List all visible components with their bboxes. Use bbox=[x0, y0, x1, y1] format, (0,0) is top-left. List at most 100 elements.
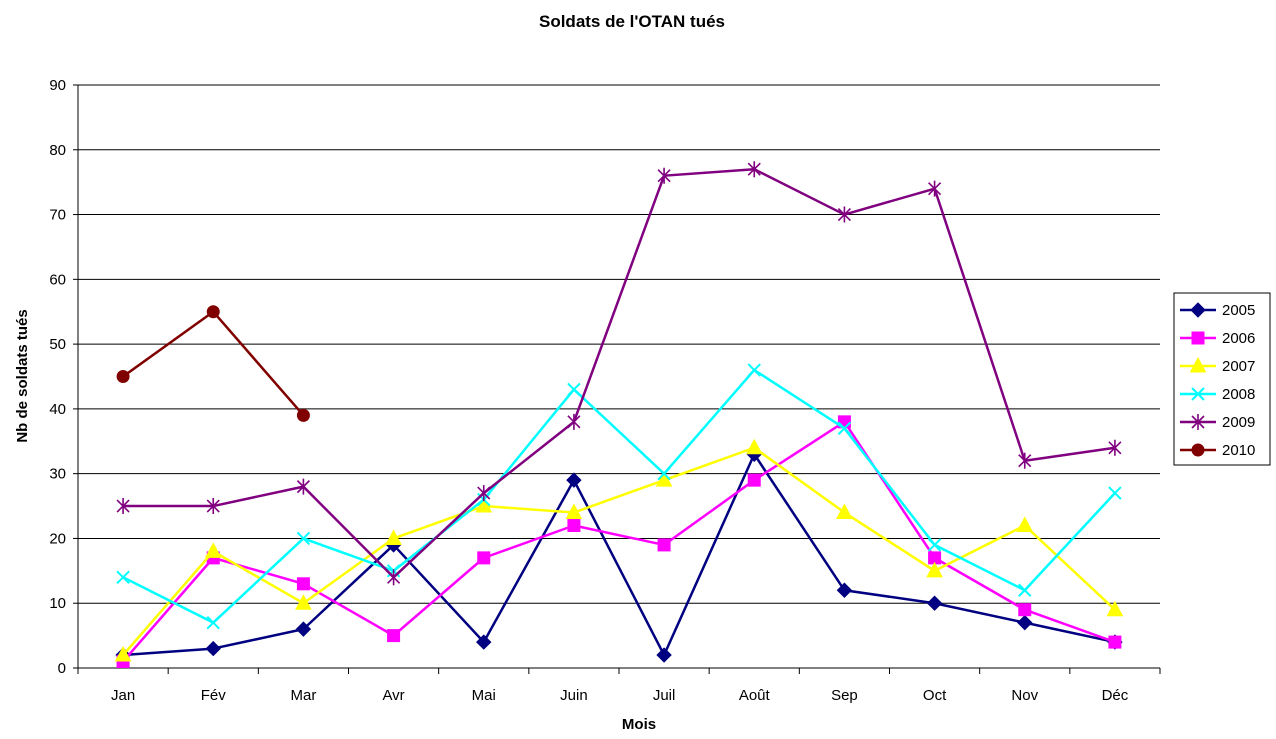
x-tick-label: Oct bbox=[923, 687, 947, 704]
data-point bbox=[116, 570, 130, 585]
data-point bbox=[567, 518, 581, 532]
x-tick-label: Juin bbox=[560, 687, 588, 704]
data-point bbox=[1108, 439, 1122, 456]
data-point bbox=[836, 582, 853, 598]
series-line bbox=[123, 167, 1116, 579]
data-point bbox=[926, 595, 943, 611]
data-point bbox=[1191, 414, 1205, 430]
x-tick-label: Juil bbox=[653, 687, 676, 704]
series-line bbox=[122, 420, 1116, 663]
data-point bbox=[836, 503, 853, 520]
data-point bbox=[1108, 635, 1122, 649]
data-point bbox=[747, 473, 761, 487]
data-point bbox=[1191, 387, 1205, 401]
data-point bbox=[747, 363, 761, 377]
y-tick-label: 60 bbox=[49, 271, 66, 288]
legend-item: 2008 bbox=[1180, 386, 1255, 403]
series-group bbox=[114, 161, 1124, 669]
legend-label: 2007 bbox=[1222, 358, 1255, 375]
series-2005 bbox=[115, 446, 1123, 663]
x-ticks: Jan Fév Mar Avr Mai Juin Juil Août Sep Oct Nov Déc bbox=[77, 668, 1161, 704]
data-point bbox=[295, 621, 312, 637]
legend-label: 2008 bbox=[1222, 386, 1255, 403]
data-point bbox=[656, 647, 672, 663]
legend-label: 2005 bbox=[1222, 302, 1255, 319]
series-2007 bbox=[114, 438, 1124, 662]
data-point bbox=[476, 634, 492, 650]
data-point bbox=[657, 538, 671, 552]
data-point bbox=[1108, 486, 1122, 500]
legend-label: 2010 bbox=[1222, 442, 1255, 459]
data-point bbox=[745, 438, 763, 455]
data-point bbox=[1191, 443, 1205, 457]
data-point bbox=[114, 645, 132, 662]
data-point bbox=[1189, 356, 1207, 373]
data-point bbox=[206, 498, 220, 515]
data-point bbox=[296, 531, 311, 546]
data-point bbox=[655, 471, 673, 487]
data-point bbox=[385, 529, 402, 545]
chart-title: Soldats de l'OTAN tués bbox=[539, 12, 725, 31]
data-point bbox=[1018, 452, 1032, 469]
y-axis-title: Nb de soldats tués bbox=[14, 309, 31, 442]
legend-item: 2010 bbox=[1180, 442, 1255, 459]
data-point bbox=[296, 478, 310, 495]
data-point bbox=[1190, 302, 1206, 318]
y-tick-label: 20 bbox=[49, 530, 66, 547]
series-line bbox=[122, 310, 305, 417]
y-tick-label: 80 bbox=[49, 142, 66, 159]
x-axis-title: Mois bbox=[622, 716, 656, 733]
data-point bbox=[1017, 614, 1033, 631]
legend-box bbox=[1173, 292, 1271, 466]
x-tick-label: Sep bbox=[831, 687, 858, 704]
data-point bbox=[747, 161, 761, 178]
series-2010 bbox=[116, 305, 310, 422]
data-point bbox=[1016, 516, 1034, 532]
data-point bbox=[837, 421, 852, 436]
y-tick-label: 30 bbox=[49, 466, 66, 483]
data-point bbox=[204, 542, 222, 558]
data-point bbox=[837, 206, 851, 223]
data-point bbox=[567, 382, 581, 397]
y-tick-label: 50 bbox=[49, 336, 66, 353]
x-tick-label: Avr bbox=[382, 687, 404, 704]
x-tick-label: Jan bbox=[111, 687, 135, 704]
data-point bbox=[296, 408, 310, 422]
data-point bbox=[565, 503, 583, 520]
data-point bbox=[296, 577, 310, 591]
data-point bbox=[475, 496, 493, 513]
data-point bbox=[1018, 603, 1032, 617]
legend-item: 2006 bbox=[1180, 330, 1255, 347]
data-point bbox=[295, 594, 312, 610]
x-tick-label: Déc bbox=[1102, 687, 1129, 704]
grid bbox=[78, 84, 1160, 604]
data-point bbox=[1106, 600, 1124, 617]
legend: 2005 2006 2007 2008 2009 2010 bbox=[1173, 292, 1271, 466]
data-point bbox=[387, 629, 401, 643]
series-line bbox=[122, 452, 1116, 657]
y-tick-label: 40 bbox=[49, 401, 66, 418]
x-tick-label: Août bbox=[739, 687, 771, 704]
legend-label: 2009 bbox=[1222, 414, 1255, 431]
x-tick-label: Mai bbox=[472, 687, 496, 704]
data-point bbox=[206, 305, 220, 319]
data-point bbox=[926, 561, 943, 578]
data-point bbox=[206, 615, 220, 630]
series-2009 bbox=[116, 161, 1122, 586]
legend-item: 2007 bbox=[1180, 356, 1255, 375]
data-point bbox=[566, 472, 582, 488]
data-point bbox=[1018, 583, 1032, 597]
data-point bbox=[116, 370, 130, 383]
series-2006 bbox=[116, 415, 1122, 669]
y-ticks: 0 10 20 30 40 50 60 70 80 90 bbox=[49, 77, 78, 677]
data-point bbox=[567, 413, 581, 430]
data-point bbox=[657, 466, 671, 481]
legend-item: 2009 bbox=[1180, 414, 1255, 431]
data-point bbox=[477, 551, 491, 565]
data-point bbox=[928, 180, 942, 197]
y-tick-label: 90 bbox=[49, 77, 66, 94]
x-tick-label: Fév bbox=[201, 687, 227, 704]
data-point bbox=[477, 485, 491, 502]
legend-label: 2006 bbox=[1222, 330, 1255, 347]
